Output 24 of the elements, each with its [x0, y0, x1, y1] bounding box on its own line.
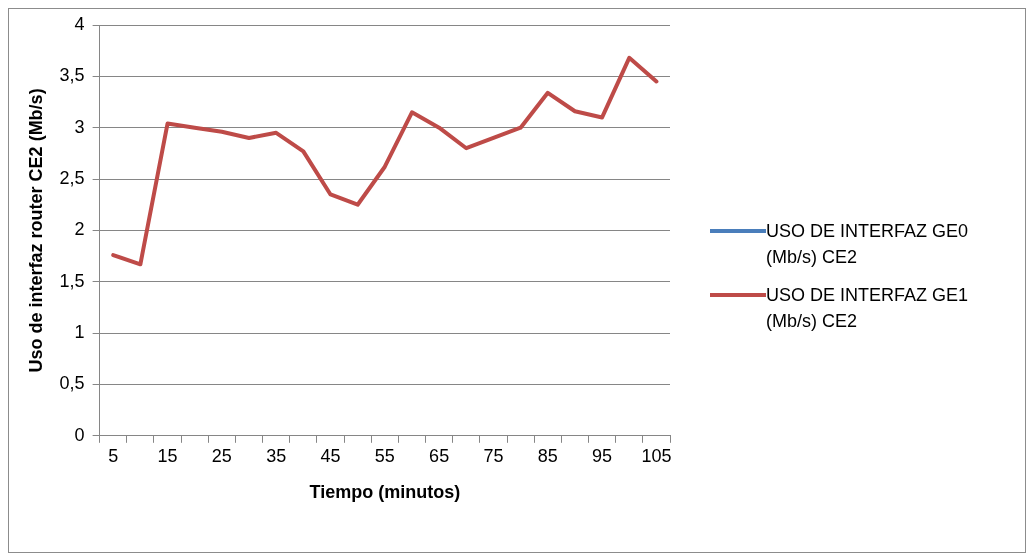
y-tick-label: 1,5 [59, 270, 85, 291]
x-axis-title: Tiempo (minutos) [309, 482, 461, 503]
y-axis-title: Uso de interfaz router CE2 (Mb/s) [25, 88, 46, 373]
x-tick-label: 45 [320, 445, 341, 466]
y-tick-label: 2,5 [59, 168, 85, 189]
x-tick-label: 85 [537, 445, 558, 466]
legend-label: USO DE INTERFAZ GE1 (Mb/s) CE2 [766, 284, 970, 333]
legend-label: USO DE INTERFAZ GE0 (Mb/s) CE2 [766, 220, 970, 269]
y-tick-label: 3 [74, 116, 85, 137]
y-tick-label: 0,5 [59, 373, 85, 394]
x-tick-label: 35 [266, 445, 287, 466]
y-tick-label: 1 [74, 322, 85, 343]
x-tick-label: 75 [483, 445, 504, 466]
x-tick-label: 15 [157, 445, 178, 466]
x-tick-label: 95 [592, 445, 613, 466]
y-tick-label: 4 [74, 13, 85, 34]
x-tick-label: 5 [108, 445, 119, 466]
x-tick-label: 105 [641, 445, 672, 466]
y-tick-label: 3,5 [59, 65, 85, 86]
x-tick-label: 55 [374, 445, 395, 466]
x-tick-label: 25 [211, 445, 232, 466]
y-tick-label: 0 [74, 424, 85, 445]
y-tick-label: 2 [74, 219, 85, 240]
x-tick-label: 65 [429, 445, 450, 466]
